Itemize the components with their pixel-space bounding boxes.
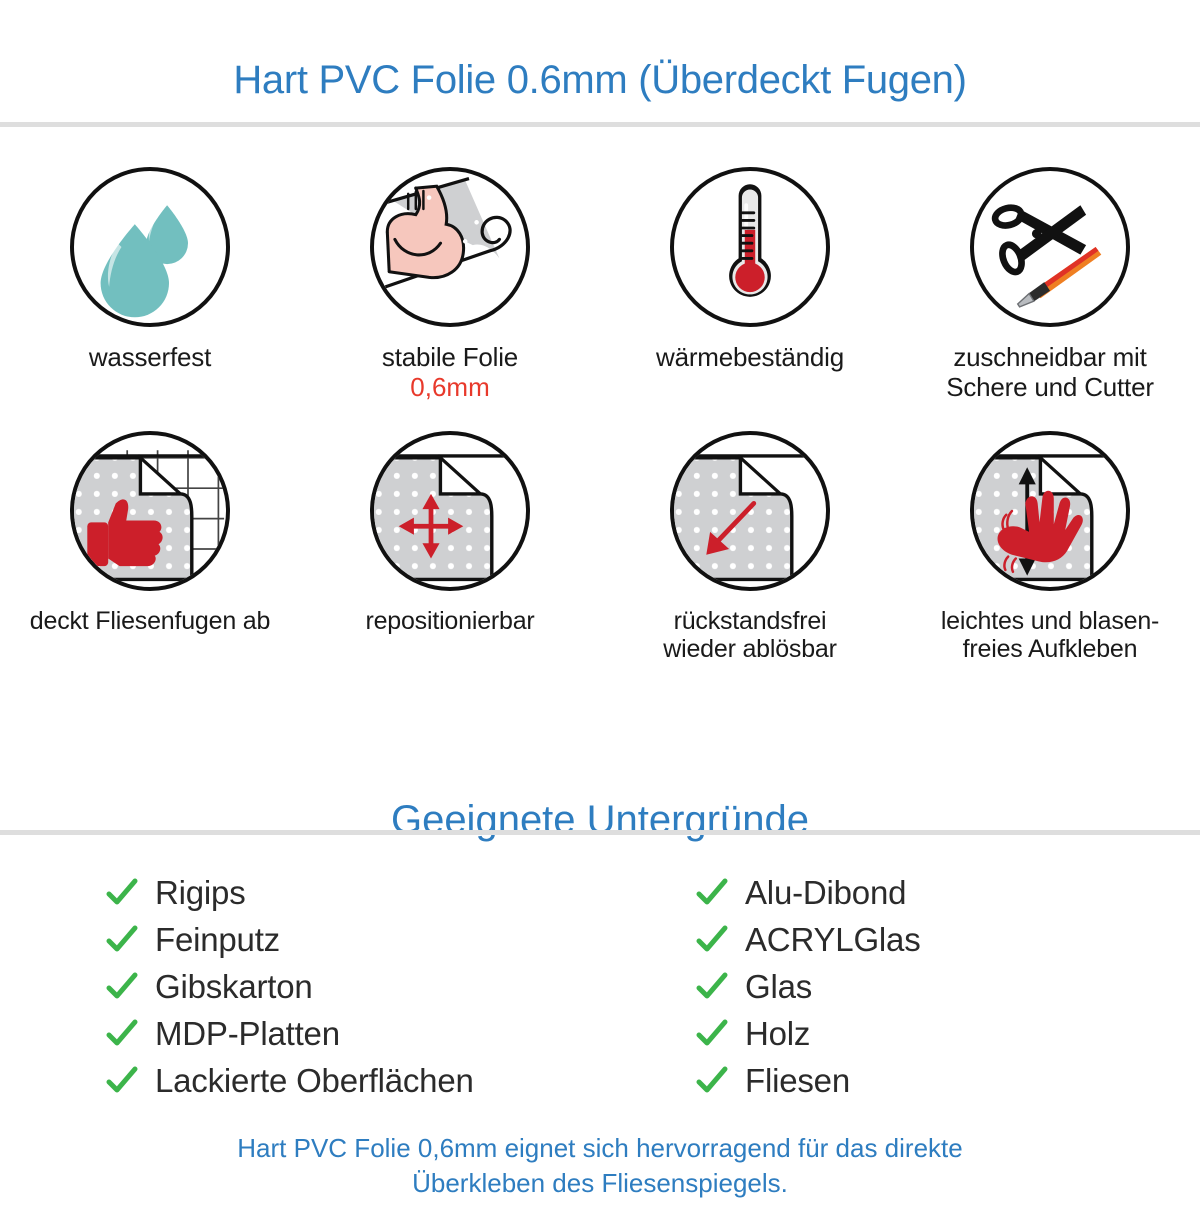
check-icon [695, 923, 729, 957]
checklist-column-left: Rigips Feinputz Gibskarton MDP-Platten [0, 872, 600, 1107]
feature-stabile-folie: stabile Folie 0,6mm [300, 166, 600, 403]
list-item-label: MDP-Platten [155, 1015, 340, 1053]
check-icon [105, 1017, 139, 1051]
list-item: Holz [695, 1013, 1200, 1055]
feature-grid: wasserfest [0, 166, 1200, 665]
checklist-column-right: Alu-Dibond ACRYLGlas Glas Holz [600, 872, 1200, 1107]
list-item: Alu-Dibond [695, 872, 1200, 914]
feature-blasenfrei-aufkleben: leichtes und blasen- freies Aufkleben [900, 430, 1200, 665]
check-icon [695, 970, 729, 1004]
divider-bottom [0, 829, 1200, 835]
list-item: Lackierte Oberflächen [105, 1060, 600, 1102]
check-icon [105, 1064, 139, 1098]
check-icon [695, 1017, 729, 1051]
list-item-label: Holz [745, 1015, 811, 1053]
feature-rueckstandsfrei: rückstandsfrei wieder ablösbar [600, 430, 900, 665]
feature-label-line1: zuschneidbar mit [953, 341, 1147, 372]
list-item-label: Lackierte Oberflächen [155, 1062, 474, 1100]
divider-top [0, 121, 1200, 127]
feature-label: rückstandsfrei wieder ablösbar [663, 607, 837, 665]
list-item: Gibskarton [105, 966, 600, 1008]
check-icon [105, 876, 139, 910]
list-item-label: Fliesen [745, 1062, 850, 1100]
list-item: MDP-Platten [105, 1013, 600, 1055]
list-item: ACRYLGlas [695, 919, 1200, 961]
thermometer-icon [670, 166, 830, 327]
list-item-label: ACRYLGlas [745, 921, 921, 959]
check-icon [105, 970, 139, 1004]
flexed-bicep-icon [370, 166, 530, 327]
list-item-label: Gibskarton [155, 968, 313, 1006]
thumbs-up-tile-film-icon [70, 430, 230, 591]
feature-label-line1: rückstandsfrei [673, 606, 827, 635]
list-item-label: Rigips [155, 874, 246, 912]
feature-label: stabile Folie [381, 341, 519, 372]
list-item: Rigips [105, 872, 600, 914]
footer-line1: Hart PVC Folie 0,6mm eignet sich hervorr… [237, 1132, 963, 1163]
feature-label: deckt Fliesenfugen ab [29, 606, 271, 635]
list-item-label: Glas [745, 968, 813, 1006]
feature-wasserfest: wasserfest [0, 166, 300, 403]
check-icon [695, 1064, 729, 1098]
list-item-label: Feinputz [155, 921, 280, 959]
move-arrows-film-icon [370, 430, 530, 591]
check-icon [695, 876, 729, 910]
suitable-substrates-list: Rigips Feinputz Gibskarton MDP-Platten [0, 872, 1200, 1107]
list-item: Fliesen [695, 1060, 1200, 1102]
infographic-page: Hart PVC Folie 0.6mm (Überdeckt Fugen) w… [0, 27, 1200, 1227]
water-drops-icon [70, 166, 230, 327]
page-title: Hart PVC Folie 0.6mm (Überdeckt Fugen) [233, 57, 967, 102]
footer-note: Hart PVC Folie 0,6mm eignet sich hervorr… [0, 1131, 1200, 1201]
check-icon [105, 923, 139, 957]
feature-repositionierbar: repositionierbar [300, 430, 600, 665]
feature-label: repositionierbar [365, 606, 535, 635]
feature-zuschneidbar: zuschneidbar mit Schere und Cutter [900, 166, 1200, 403]
feature-deckt-fliesenfugen: deckt Fliesenfugen ab [0, 430, 300, 665]
footer-line2: Überkleben des Fliesenspiegels. [412, 1167, 788, 1198]
feature-row-1: wasserfest [0, 166, 1200, 403]
smoothing-hand-film-icon [970, 430, 1130, 591]
feature-label-line2: Schere und Cutter [946, 371, 1154, 402]
list-item: Feinputz [105, 919, 600, 961]
feature-label-line1: leichtes und blasen- [940, 606, 1160, 635]
list-item-label: Alu-Dibond [745, 874, 907, 912]
scissors-cutter-icon [970, 166, 1130, 327]
feature-label: zuschneidbar mit Schere und Cutter [946, 341, 1154, 403]
feature-row-2: deckt Fliesenfugen ab [0, 430, 1200, 665]
feature-label-line2: freies Aufkleben [962, 635, 1138, 664]
feature-label: leichtes und blasen- freies Aufkleben [940, 606, 1160, 665]
feature-label-line2: wieder ablösbar [663, 635, 837, 664]
list-item: Glas [695, 966, 1200, 1008]
feature-waermebestaendig: wärmebeständig [600, 166, 900, 403]
feature-thickness-value: 0,6mm [410, 371, 490, 402]
peel-arrow-film-icon [670, 430, 830, 591]
feature-label: wasserfest [88, 341, 212, 372]
feature-label: wärmebeständig [656, 341, 844, 372]
